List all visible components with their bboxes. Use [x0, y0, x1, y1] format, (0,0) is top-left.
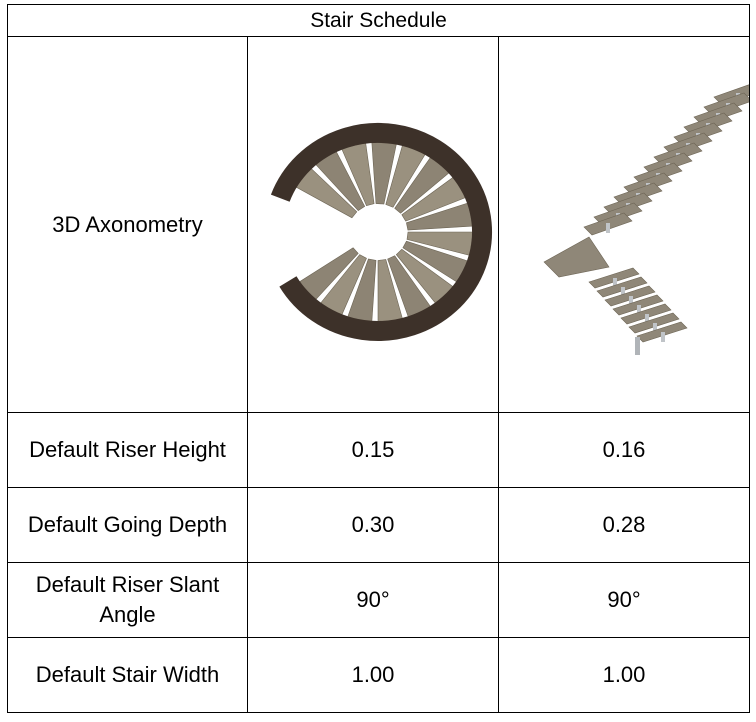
- spiral-stair-image: [270, 122, 492, 341]
- cell: 0.30: [247, 487, 499, 563]
- cell: 0.16: [498, 412, 750, 488]
- row-label: 3D Axonometry: [7, 36, 248, 413]
- table-title: Stair Schedule: [7, 4, 750, 37]
- table-row: Default Stair Width 1.00 1.00: [7, 637, 750, 713]
- cell: 1.00: [247, 637, 499, 713]
- image-cell: [247, 36, 499, 413]
- image-cell: [498, 36, 750, 413]
- landing: [543, 236, 610, 278]
- table-row: Default Going Depth 0.30 0.28: [7, 487, 750, 563]
- row-label: Default Stair Width: [7, 637, 248, 713]
- support: [653, 323, 657, 333]
- support: [613, 278, 617, 288]
- support: [637, 305, 641, 315]
- cell: 0.15: [247, 412, 499, 488]
- cell: 1.00: [498, 637, 750, 713]
- support: [661, 332, 665, 342]
- table-row: Default Riser Height 0.15 0.16: [7, 412, 750, 488]
- row-label: Default Riser Slant Angle: [7, 562, 248, 638]
- title-row: Stair Schedule: [7, 4, 750, 37]
- straight-stair-image: [543, 84, 749, 355]
- support: [635, 337, 640, 355]
- cell: 0.28: [498, 487, 750, 563]
- table-row: Default Riser Slant Angle 90° 90°: [7, 562, 750, 638]
- cell: 90°: [247, 562, 499, 638]
- cell: 90°: [498, 562, 750, 638]
- image-row: 3D Axonometry: [7, 36, 750, 413]
- row-label: Default Going Depth: [7, 487, 248, 563]
- stair-schedule-table: Stair Schedule 3D Axonometry Default Ris…: [7, 4, 750, 713]
- support: [606, 223, 610, 233]
- support: [645, 314, 649, 324]
- stringer: [270, 122, 492, 341]
- row-label: Default Riser Height: [7, 412, 248, 488]
- support: [629, 296, 633, 306]
- support: [621, 287, 625, 297]
